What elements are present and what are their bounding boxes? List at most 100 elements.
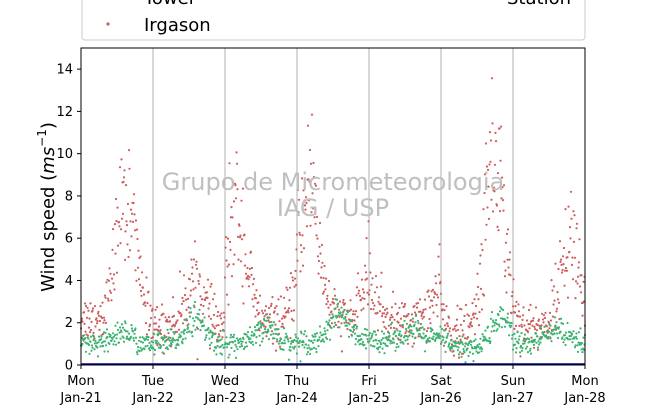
data-point-irgason	[476, 285, 480, 289]
data-point-irgason	[222, 311, 226, 314]
data-point-irgason	[316, 255, 320, 258]
data-point-tower	[379, 341, 382, 344]
data-point-irgason	[199, 295, 202, 298]
data-point-irgason	[250, 266, 254, 270]
data-point-tower	[195, 326, 199, 329]
data-point-irgason	[353, 313, 357, 316]
data-point-irgason	[321, 292, 325, 295]
data-point-irgason	[472, 312, 475, 315]
data-point-irgason	[389, 326, 393, 329]
data-point-tower	[110, 339, 113, 342]
data-point-irgason	[104, 296, 107, 299]
data-point-tower	[428, 340, 432, 343]
data-point-tower	[159, 345, 163, 348]
data-point-irgason	[248, 276, 251, 279]
data-point-irgason	[434, 275, 437, 278]
data-point-irgason	[367, 220, 370, 223]
data-point-irgason	[370, 298, 374, 302]
data-point-irgason	[405, 330, 408, 333]
data-point-irgason	[219, 317, 223, 320]
data-point-tower	[364, 347, 368, 350]
data-point-irgason	[490, 198, 493, 201]
data-point-irgason	[186, 297, 190, 300]
data-point-irgason	[97, 310, 100, 313]
data-point-tower	[324, 332, 327, 336]
data-point-tower	[404, 339, 407, 342]
data-point-irgason	[82, 311, 86, 314]
data-point-tower	[343, 321, 346, 324]
data-point-tower	[537, 343, 541, 346]
data-point-tower	[379, 343, 383, 346]
data-point-tower	[380, 330, 384, 333]
data-point-irgason	[556, 298, 560, 301]
data-point-tower	[542, 331, 545, 334]
data-point-irgason	[125, 220, 128, 223]
data-point-tower	[234, 356, 238, 359]
data-point-tower	[514, 337, 517, 340]
data-point-tower	[559, 317, 563, 320]
data-point-irgason	[332, 302, 336, 305]
data-point-tower	[256, 329, 259, 332]
data-point-tower	[394, 349, 397, 352]
data-point-tower	[232, 333, 236, 336]
data-point-irgason	[506, 228, 510, 231]
data-point-irgason	[442, 303, 445, 306]
x-tick-label-date: Jan-26	[419, 391, 461, 406]
data-point-tower	[182, 332, 186, 335]
data-point-irgason	[164, 316, 167, 319]
data-point-tower	[477, 351, 481, 354]
data-point-tower	[334, 314, 338, 317]
data-point-irgason	[114, 197, 118, 201]
data-point-irgason	[288, 299, 291, 302]
data-point-tower	[306, 347, 309, 350]
data-point-tower	[136, 345, 140, 349]
data-point-irgason	[435, 293, 439, 296]
data-point-irgason	[239, 260, 243, 263]
data-point-irgason	[468, 326, 471, 329]
data-point-irgason	[340, 322, 343, 325]
data-point-irgason	[461, 329, 464, 332]
data-point-tower	[146, 344, 149, 347]
plot-frame	[81, 48, 585, 365]
data-point-tower	[359, 342, 362, 345]
data-point-tower	[318, 336, 321, 339]
data-point-tower	[371, 332, 374, 335]
data-point-tower	[136, 353, 139, 356]
data-point-tower	[250, 334, 253, 337]
data-point-tower	[496, 328, 499, 331]
data-point-tower	[383, 342, 387, 345]
data-point-tower	[431, 328, 434, 332]
data-point-irgason	[430, 299, 434, 302]
data-point-irgason	[278, 320, 281, 323]
data-point-tower	[367, 334, 371, 337]
data-point-tower	[114, 324, 117, 327]
data-point-tower	[484, 329, 487, 332]
data-point-irgason	[561, 255, 565, 258]
data-point-irgason	[108, 267, 111, 270]
data-point-tower	[313, 339, 316, 342]
data-point-irgason	[552, 303, 555, 306]
data-point-irgason	[323, 264, 326, 268]
data-point-irgason	[569, 190, 573, 193]
data-point-tower	[544, 334, 548, 337]
data-point-tower	[203, 338, 207, 341]
data-point-tower	[99, 338, 103, 341]
data-point-tower	[503, 325, 507, 328]
data-point-irgason	[302, 189, 305, 192]
data-point-tower	[372, 339, 375, 342]
data-point-tower	[431, 338, 435, 341]
data-point-irgason	[566, 296, 570, 299]
data-point-tower	[103, 340, 107, 343]
data-point-tower	[543, 325, 546, 328]
data-point-tower	[567, 338, 570, 341]
data-point-tower	[445, 336, 449, 339]
data-point-tower	[93, 342, 97, 345]
data-point-tower	[506, 312, 510, 315]
data-point-irgason	[358, 294, 362, 298]
data-point-tower	[519, 344, 523, 347]
data-point-tower	[458, 351, 462, 354]
data-point-tower	[535, 341, 538, 344]
data-point-irgason	[443, 324, 447, 327]
data-point-irgason	[340, 350, 344, 353]
data-point-irgason	[349, 299, 352, 302]
